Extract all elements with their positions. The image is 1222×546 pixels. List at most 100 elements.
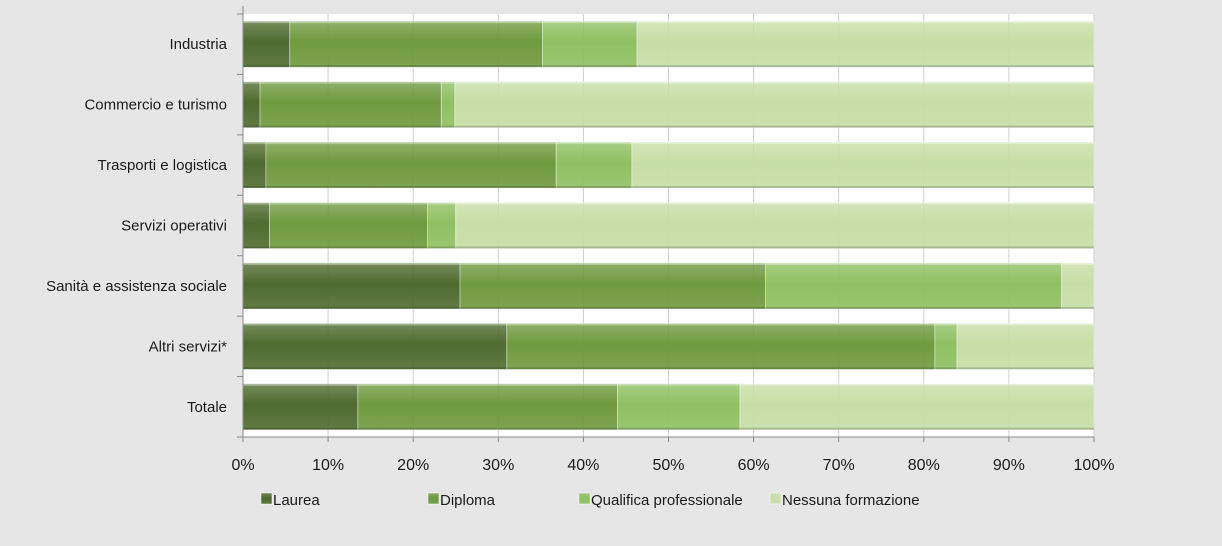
bar-segment-shadow [357, 427, 618, 430]
legend-label: Laurea [273, 492, 320, 509]
bar-segment-shadow [506, 367, 935, 370]
bar-segment-shadow [617, 427, 740, 430]
bar-segment-qualifica-professionale [440, 81, 456, 129]
bar-segment-highlight [243, 202, 270, 205]
bar-segment-highlight [455, 202, 1094, 205]
bar-segment-qualifica-professionale [427, 202, 457, 249]
bar-segment-qualifica-professionale [617, 383, 741, 431]
legend-swatch [578, 492, 591, 505]
bar-segment-shadow [260, 125, 442, 128]
legend-swatch [769, 492, 782, 505]
legend-label: Qualifica professionale [591, 492, 743, 509]
bar-segment-highlight [427, 202, 456, 205]
bar-segment-highlight [243, 323, 507, 326]
bar-segment-shadow [441, 125, 455, 128]
category-label: Trasporti e logistica [98, 157, 228, 174]
bar-segment-highlight [243, 262, 461, 265]
bar-segment-highlight [765, 262, 1062, 265]
bar-segment-shadow [243, 427, 358, 430]
bar-segment-highlight [934, 323, 957, 326]
bar-row-trasporti-e-logistica [242, 141, 1095, 189]
bar-segment-highlight [617, 383, 740, 386]
bar-row-altri-servizi [242, 322, 1095, 370]
bar-segment-shadow [455, 246, 1094, 249]
bar-segment-diploma [506, 322, 936, 370]
bar-segment-diploma [357, 383, 618, 431]
bar-segment-shadow [460, 306, 766, 309]
category-label: Servizi operativi [121, 218, 227, 235]
bar-segment-nessuna-formazione [455, 202, 1095, 249]
bar-segment-qualifica-professionale [555, 141, 633, 189]
category-label: Totale [187, 399, 227, 416]
x-tick-label: 30% [482, 457, 514, 474]
bar-segment-shadow [265, 186, 557, 189]
bar-segment-nessuna-formazione [636, 20, 1095, 68]
bar-segment-shadow [637, 65, 1094, 68]
bar-segment-shadow [956, 367, 1094, 370]
bar-segment-shadow [243, 306, 461, 309]
bar-segment-shadow [243, 186, 266, 189]
bar-segment-qualifica-professionale [542, 20, 638, 68]
bar-segment-shadow [739, 427, 1094, 430]
bar-row-commercio-e-turismo [242, 81, 1095, 129]
x-tick-labels: 0% 10% 20% 30% 40% 50% 60% 70% 80% 90% 100% [231, 457, 1114, 474]
bar-segment-laurea [242, 262, 461, 310]
x-tick-label: 50% [652, 457, 684, 474]
bar-segment-highlight [556, 142, 632, 145]
bar-segment-shadow [243, 246, 270, 249]
bar-segment-shadow [289, 65, 543, 68]
bar-segment-highlight [260, 81, 442, 84]
bar-segment-nessuna-formazione [454, 81, 1095, 129]
bar-segment-highlight [956, 323, 1094, 326]
bar-segment-highlight [542, 21, 638, 24]
legend-label: Diploma [440, 492, 496, 509]
bar-segment-nessuna-formazione [739, 383, 1095, 431]
bar-segment-highlight [739, 383, 1094, 386]
bar-segment-shadow [542, 65, 638, 68]
bar-segment-shadow [243, 125, 261, 128]
bar-segment-diploma [459, 262, 766, 310]
bar-segment-nessuna-formazione [631, 141, 1095, 189]
bar-row-totale [242, 383, 1095, 431]
legend-item-diploma: Diploma [427, 492, 496, 509]
x-tick-label: 10% [312, 457, 344, 474]
x-tick-label: 20% [397, 457, 429, 474]
bar-segment-shadow [454, 125, 1094, 128]
category-label: Altri servizi* [149, 338, 228, 355]
bar-segment-highlight [460, 262, 766, 265]
category-labels: Industria Commercio e turismo Trasporti e … [46, 36, 228, 416]
bar-row-servizi-operativi [242, 202, 1095, 249]
legend-label: Nessuna formazione [782, 492, 920, 509]
bar-segment-diploma [265, 141, 557, 189]
bar-segment-highlight [243, 21, 290, 24]
x-tick-label: 100% [1074, 457, 1115, 474]
bar-segment-highlight [506, 323, 935, 326]
bar-segment-highlight [441, 81, 455, 84]
x-tick-label: 90% [993, 457, 1025, 474]
x-tick-label: 80% [908, 457, 940, 474]
bar-row-industria [242, 20, 1095, 68]
x-tick-label: 0% [231, 457, 254, 474]
bar-segment-shadow [934, 367, 957, 370]
x-tick-label: 70% [823, 457, 855, 474]
bar-segment-shadow [243, 65, 290, 68]
bar-segment-highlight [269, 202, 428, 205]
bar-segment-highlight [454, 81, 1094, 84]
bar-segment-nessuna-formazione [956, 322, 1095, 370]
bar-segment-laurea [242, 20, 291, 68]
bar-segment-highlight [243, 81, 261, 84]
bar-segment-highlight [357, 383, 618, 386]
bar-segment-shadow [243, 367, 507, 370]
bar-segment-shadow [765, 306, 1062, 309]
category-label: Commercio e turismo [84, 97, 227, 114]
bar-segment-shadow [1061, 306, 1094, 309]
bar-segment-laurea [242, 322, 508, 370]
bar-segment-diploma [268, 202, 429, 249]
bar-row-sanit-e-assistenza-sociale [242, 262, 1095, 310]
axes [237, 6, 1095, 442]
legend-item-qualifica-professionale: Qualifica professionale [578, 492, 743, 509]
legend-swatch [427, 492, 440, 505]
bar-segment-highlight [631, 142, 1094, 145]
x-tick-label: 60% [738, 457, 770, 474]
